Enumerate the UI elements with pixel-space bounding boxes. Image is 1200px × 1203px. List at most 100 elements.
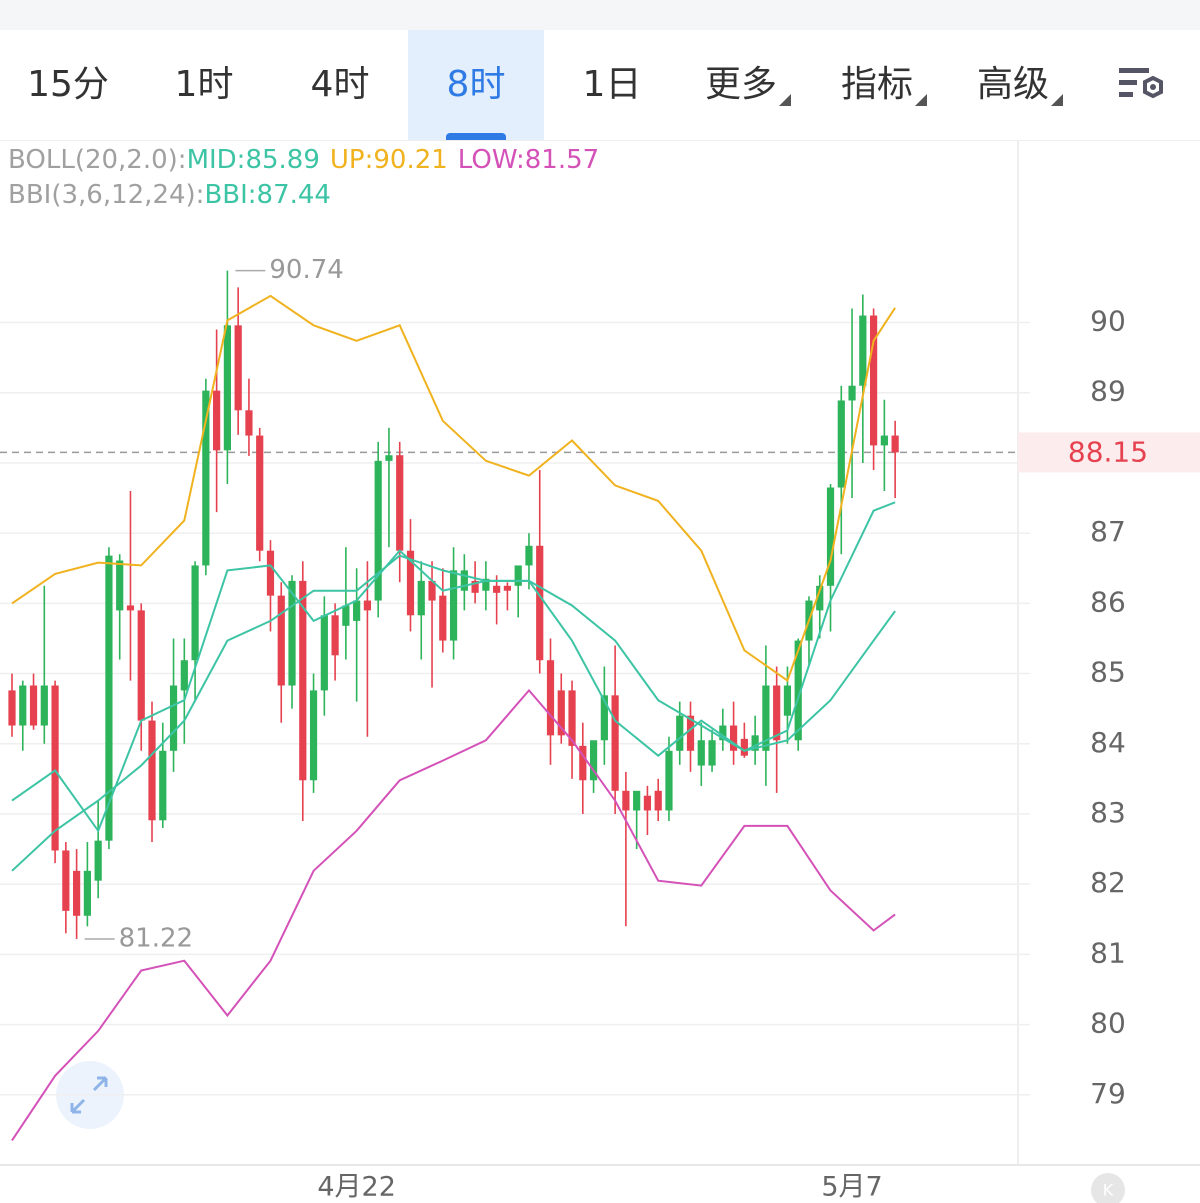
status-strip (0, 0, 1200, 30)
candle-body (94, 840, 102, 881)
candle-body (514, 565, 522, 586)
legend-item: UP:90.21 (329, 145, 448, 175)
tab[interactable]: 8时 (408, 30, 544, 140)
y-tick-label: 84 (1090, 726, 1126, 759)
candle-body (62, 850, 70, 911)
settings-icon[interactable] (1113, 62, 1173, 112)
y-tick-label: 85 (1090, 656, 1126, 689)
candle-body (686, 715, 695, 751)
last-price-box (1018, 432, 1200, 473)
candle-body (385, 455, 393, 461)
candle-body (622, 790, 630, 811)
legend-item: MID:85.89 (186, 145, 320, 175)
y-tick-label: 83 (1090, 796, 1126, 829)
candle-body (719, 725, 727, 741)
k-button[interactable] (1091, 1173, 1125, 1203)
candle-body (8, 690, 16, 726)
tab-label: 更多 (704, 64, 777, 105)
candle-body (83, 870, 91, 916)
legend-row: BBI(3,6,12,24):BBI:87.44 (8, 178, 609, 213)
tab-label: 1时 (174, 64, 234, 105)
k-icon: K (1103, 1181, 1114, 1200)
tab[interactable]: 4时 (272, 30, 408, 140)
candle-body (611, 695, 619, 791)
candle-body (643, 795, 652, 811)
tab-label: 15分 (27, 64, 109, 105)
candle-body (40, 685, 48, 726)
candle-body (180, 660, 188, 691)
tab[interactable]: 指标 (816, 30, 952, 140)
legend-row: BOLL(20,2.0):MID:85.89 UP:90.21 LOW:81.57 (8, 143, 609, 178)
tab-label: 1日 (582, 64, 642, 105)
dropdown-arrow (779, 94, 791, 106)
candle-body (579, 745, 587, 781)
y-tick-label: 86 (1090, 585, 1126, 618)
indicator-line (11, 688, 896, 1141)
candle-body (729, 725, 738, 751)
candle-body (870, 315, 878, 446)
candle-body (525, 545, 533, 566)
candle-body (277, 595, 285, 686)
candle-body (288, 580, 296, 686)
candle-body (320, 615, 328, 691)
tab[interactable]: 1时 (136, 30, 272, 140)
active-indicator (446, 133, 506, 140)
candle-body (116, 560, 124, 611)
candle-body (740, 738, 748, 756)
tab[interactable]: 高级 (952, 30, 1088, 140)
candle-body (406, 550, 415, 616)
x-tick-label: 5月7 (821, 1172, 882, 1203)
candle-body (353, 600, 361, 621)
candle-body (493, 585, 501, 593)
y-tick-label: 87 (1090, 515, 1126, 548)
candle-body (546, 660, 555, 736)
candle-body (374, 460, 382, 601)
candle-body (105, 555, 113, 841)
candle-body (557, 690, 565, 736)
dropdown-arrow (1051, 94, 1063, 106)
candle-body (848, 385, 856, 401)
candle-body (363, 600, 372, 611)
candle-body (826, 487, 835, 586)
tab[interactable]: 1日 (544, 30, 680, 140)
tab[interactable]: 更多 (680, 30, 816, 140)
y-tick-label: 81 (1090, 936, 1126, 969)
y-tick-label: 79 (1090, 1077, 1126, 1110)
candle-body (213, 390, 221, 451)
candle-body (783, 685, 792, 716)
candle-body (449, 570, 458, 641)
y-tick-label: 89 (1090, 375, 1126, 408)
tab-label: 8时 (446, 64, 506, 105)
candle-body (837, 400, 845, 488)
candle-body (676, 715, 684, 751)
candle-body (51, 685, 59, 851)
tab[interactable]: 15分 (0, 30, 136, 140)
legend-title: BOLL(20,2.0): (8, 145, 187, 175)
candle-body (654, 790, 662, 811)
candle-body (751, 735, 759, 751)
candle-body (299, 580, 307, 781)
candle-body (256, 435, 264, 551)
candle-body (708, 740, 716, 766)
expand-icon (70, 1076, 108, 1114)
y-tick-label: 82 (1090, 866, 1126, 899)
indicator-line (11, 501, 896, 833)
candle-body (234, 325, 242, 411)
tab-label: 高级 (976, 64, 1049, 105)
indicator-line (11, 554, 896, 872)
candle-body (29, 685, 38, 726)
legend-title: BBI(3,6,12,24): (8, 180, 205, 210)
candle-body (137, 610, 145, 721)
candle-body (342, 605, 350, 626)
candle-body (19, 685, 27, 726)
candle-body (794, 640, 802, 741)
candle-body (417, 580, 425, 616)
candle-body (169, 685, 178, 751)
indicator-legend: BOLL(20,2.0):MID:85.89 UP:90.21 LOW:81.57 B… (8, 143, 609, 213)
legend-item: LOW:81.57 (457, 145, 600, 175)
indicator-line (11, 294, 896, 683)
y-tick-label: 90 (1090, 305, 1126, 338)
candle-body (428, 580, 436, 601)
candle-body (266, 550, 275, 596)
